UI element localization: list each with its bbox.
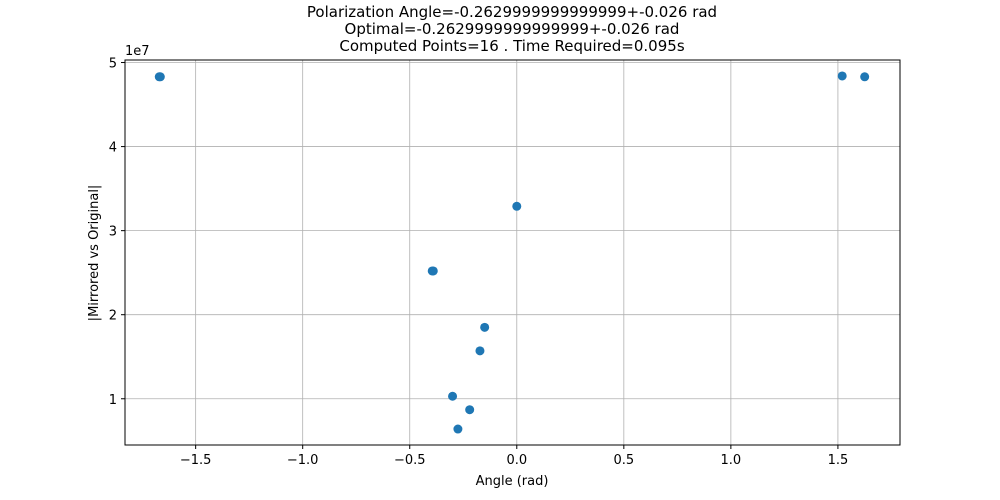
data-point — [155, 72, 165, 82]
x-tick-label: 0.0 — [506, 453, 527, 468]
x-tick-label: 1.0 — [721, 453, 742, 468]
data-point — [465, 405, 475, 415]
y-axis-label: |Mirrored vs Original| — [87, 185, 102, 322]
x-tick-label: −0.5 — [394, 453, 426, 468]
data-point — [453, 424, 463, 434]
y-tick-label: 2 — [109, 309, 117, 324]
x-tick-label: −1.5 — [180, 453, 212, 468]
x-axis-ticks: −1.5 −1.0 −0.5 0.0 0.5 1.0 1.5 — [180, 445, 848, 468]
plot-frame — [124, 59, 901, 446]
y-tick-label: 3 — [109, 225, 117, 240]
x-tick-label: 1.5 — [828, 453, 849, 468]
data-point — [860, 72, 870, 82]
data-point — [480, 322, 490, 332]
x-axis-label: Angle (rad) — [476, 474, 549, 489]
data-point — [837, 71, 847, 81]
y-offset-label: 1e7 — [125, 44, 150, 59]
data-point — [428, 266, 438, 276]
grid-lines — [125, 60, 900, 445]
y-tick-label: 1 — [109, 393, 117, 408]
y-tick-label: 4 — [109, 141, 117, 156]
x-tick-label: 0.5 — [613, 453, 634, 468]
chart-title: Polarization Angle=-0.2629999999999999+-… — [307, 3, 717, 55]
data-points — [154, 71, 870, 434]
title-line-1: Polarization Angle=-0.2629999999999999+-… — [307, 3, 717, 21]
y-axis-ticks: 1 2 3 4 5 — [109, 57, 125, 408]
y-tick-label: 5 — [109, 57, 117, 72]
title-line-2: Optimal=-0.2629999999999999+-0.026 rad — [345, 20, 680, 38]
data-point — [512, 201, 522, 211]
title-line-3: Computed Points=16 . Time Required=0.095… — [339, 37, 684, 55]
data-point — [475, 346, 485, 356]
data-point — [448, 391, 458, 401]
x-tick-label: −1.0 — [287, 453, 319, 468]
